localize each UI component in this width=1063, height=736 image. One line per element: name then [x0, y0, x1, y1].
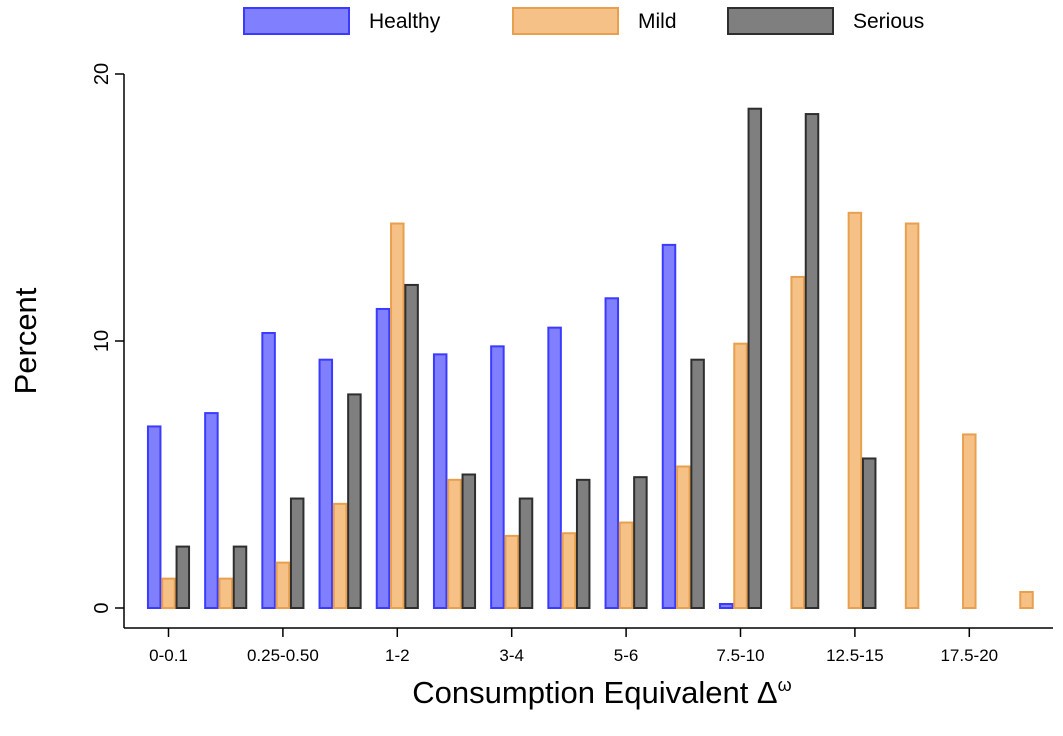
bar-healthy: [432, 353, 448, 609]
bar-mild: [962, 433, 977, 610]
y-axis-title: Percent: [8, 287, 43, 394]
bar-serious: [804, 113, 820, 610]
bar-healthy: [604, 297, 620, 609]
x-tick-label: 17.5-20: [940, 646, 998, 665]
x-tick-label: 12.5-15: [826, 646, 884, 665]
x-axis-ticks: 0-0.1 0.25-0.50 1-2 3-4 5-6 7.5-10 12.5-15 17.5…: [149, 628, 998, 665]
bar-serious: [175, 545, 191, 610]
bar-serious: [404, 283, 419, 609]
legend-swatch-mild: [512, 7, 619, 35]
legend-label-mild: Mild: [638, 10, 677, 33]
x-tick-label: 1-2: [385, 646, 410, 665]
bar-mild: [618, 521, 634, 609]
y-axis-ticks: 0 10 20: [91, 63, 124, 614]
x-tick-label: 5-6: [614, 646, 639, 665]
bar-healthy: [661, 243, 677, 609]
bar-healthy: [318, 358, 334, 609]
bar-mild: [447, 478, 462, 609]
chart-legend: Healthy Mild Serious: [243, 7, 924, 35]
bar-serious: [289, 497, 305, 609]
bar-mild: [790, 275, 805, 609]
bar-mild: [504, 534, 519, 609]
x-tick-label: 7.5-10: [716, 646, 764, 665]
x-axis-title-superscript: ω: [778, 675, 792, 695]
legend-label-healthy: Healthy: [369, 10, 441, 33]
bar-mild: [904, 222, 920, 610]
bar-serious: [347, 393, 362, 609]
bar-mild: [1019, 590, 1034, 609]
bar-mild: [275, 561, 291, 609]
bar-healthy: [204, 412, 219, 609]
bar-healthy: [261, 331, 276, 609]
y-tick-label: 10: [91, 330, 113, 352]
x-tick-label: 3-4: [499, 646, 524, 665]
bar-healthy: [718, 602, 734, 609]
bar-mild: [218, 577, 233, 610]
x-tick-label: 0.25-0.50: [247, 646, 319, 665]
bar-healthy: [490, 345, 505, 609]
legend-label-serious: Serious: [853, 10, 924, 33]
x-tick-label: 0-0.1: [149, 646, 188, 665]
bar-serious: [747, 107, 763, 610]
bar-mild: [390, 222, 405, 610]
bars-group: [146, 107, 1034, 610]
legend-swatch-healthy: [243, 7, 350, 35]
bar-mild: [161, 577, 176, 610]
legend-swatch-serious: [727, 7, 834, 35]
x-axis-title-text: Consumption Equivalent Δ: [412, 675, 777, 710]
bar-serious: [690, 358, 705, 609]
y-tick-label: 0: [91, 602, 113, 613]
bar-healthy: [547, 326, 562, 609]
bar-serious: [461, 473, 477, 609]
bar-serious: [232, 545, 248, 610]
bar-mild: [676, 465, 691, 609]
bar-serious: [518, 497, 534, 609]
bar-mild: [332, 502, 348, 609]
x-axis-title: Consumption Equivalent Δω: [412, 675, 791, 710]
y-tick-label: 20: [91, 63, 113, 85]
bar-mild: [733, 342, 748, 609]
bar-serious: [861, 457, 877, 610]
bar-healthy: [375, 307, 391, 609]
bar-mild: [847, 211, 863, 609]
bar-mild: [561, 532, 577, 609]
bar-serious: [575, 478, 591, 609]
bar-healthy: [146, 425, 162, 609]
bar-serious: [633, 476, 648, 610]
